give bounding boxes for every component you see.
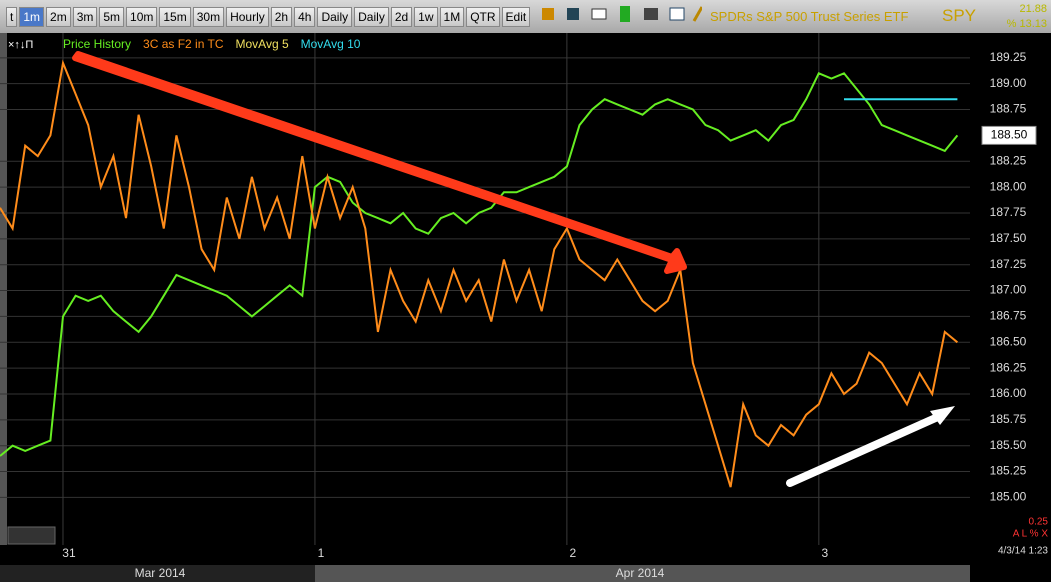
toolbar-button[interactable]: 3m	[72, 6, 98, 27]
scroll-box[interactable]	[7, 526, 56, 545]
x-tick-label: 2	[570, 546, 577, 560]
stat-bottom: % 13.13	[1006, 18, 1047, 30]
legend-item: MovAvg 10	[301, 37, 361, 51]
legend-item: 3C as F2 in TC	[143, 37, 224, 51]
toolbar-button[interactable]: 2h	[270, 6, 293, 27]
legend-item: Price History	[63, 37, 131, 51]
toolbar-button[interactable]: 1M	[439, 6, 465, 27]
y-tick-label: 188.75	[990, 102, 1027, 116]
white-arrow	[786, 412, 944, 487]
timestamp: 4/3/14 1:23	[998, 546, 1048, 557]
toolbar-button[interactable]: 2d	[390, 6, 413, 27]
y-tick-label: 185.25	[990, 464, 1027, 478]
y-tick-label: 185.00	[990, 490, 1027, 504]
y-tick-label: 185.75	[990, 412, 1027, 426]
legend-item: MovAvg 5	[236, 37, 289, 51]
last-price-box	[981, 125, 1037, 145]
toolbar-button[interactable]: Daily	[317, 6, 353, 27]
y-tick-label: 185.50	[990, 438, 1027, 452]
y-tick-label: 186.25	[990, 360, 1027, 374]
x-tick-label: 3	[821, 546, 828, 560]
series-line	[0, 72, 959, 457]
stat-top: 21.88	[1019, 3, 1047, 15]
month-label: Apr 2014	[616, 566, 665, 580]
indicator-value: 0.25	[1029, 517, 1049, 528]
y-tick-label: 186.75	[990, 309, 1027, 323]
toolbar-button[interactable]: 2m	[46, 6, 71, 27]
toolbar-button[interactable]: Hourly	[226, 6, 269, 27]
chart: Mar 2014 Apr 2014 4/3/14 1:23 0.25 A L %…	[0, 33, 1049, 582]
symbol: SPY	[942, 6, 977, 25]
indicator-flags: A L % X	[1013, 529, 1049, 540]
y-tick-label: 187.00	[990, 283, 1027, 297]
series-line	[0, 59, 959, 488]
y-tick-label: 188.00	[990, 179, 1027, 193]
toolbar-button[interactable]: 10m	[126, 6, 158, 27]
x-tick-label: 31	[62, 546, 76, 560]
legend-icons: ×↑↓Π	[8, 39, 33, 51]
toolbar-button[interactable]: Daily	[354, 6, 389, 27]
toolbar-button[interactable]: 15m	[159, 6, 191, 27]
last-price-label: 188.50	[991, 128, 1028, 142]
toolbar-button[interactable]: 1w	[414, 6, 438, 27]
y-tick-label: 187.25	[990, 257, 1027, 271]
toolbar-button[interactable]: QTR	[466, 6, 500, 27]
left-border	[0, 33, 7, 545]
red-arrow	[72, 51, 687, 274]
y-tick-label: 189.00	[990, 76, 1027, 90]
toolbar-button[interactable]: t	[6, 6, 18, 27]
white-arrow-head	[930, 406, 955, 425]
y-tick-label: 187.75	[990, 205, 1027, 219]
toolbar-button[interactable]: 1m	[19, 6, 45, 27]
security-name: SPDRs S&P 500 Trust Series ETF	[710, 9, 909, 24]
plot-area	[0, 33, 970, 545]
toolbar-button[interactable]: 5m	[99, 6, 125, 27]
y-tick-label: 186.50	[990, 334, 1027, 348]
toolbar: t 1m 2m 3m 5m 10m 15m 30m Hourly 2h 4h Daily Daily 2d…	[0, 0, 1051, 33]
toolbar-button[interactable]: Edit	[501, 6, 531, 27]
month-band	[0, 565, 315, 582]
month-band	[315, 565, 970, 582]
x-tick-label: 1	[318, 546, 325, 560]
y-tick-label: 189.25	[990, 50, 1027, 64]
y-tick-label: 186.00	[990, 386, 1027, 400]
toolbar-button[interactable]: 4h	[294, 6, 316, 27]
y-tick-label: 187.50	[990, 231, 1027, 245]
month-label: Mar 2014	[135, 566, 186, 580]
y-tick-label: 188.25	[990, 153, 1027, 167]
toolbar-button[interactable]: 30m	[192, 6, 225, 27]
toolbar-icons	[532, 4, 704, 29]
